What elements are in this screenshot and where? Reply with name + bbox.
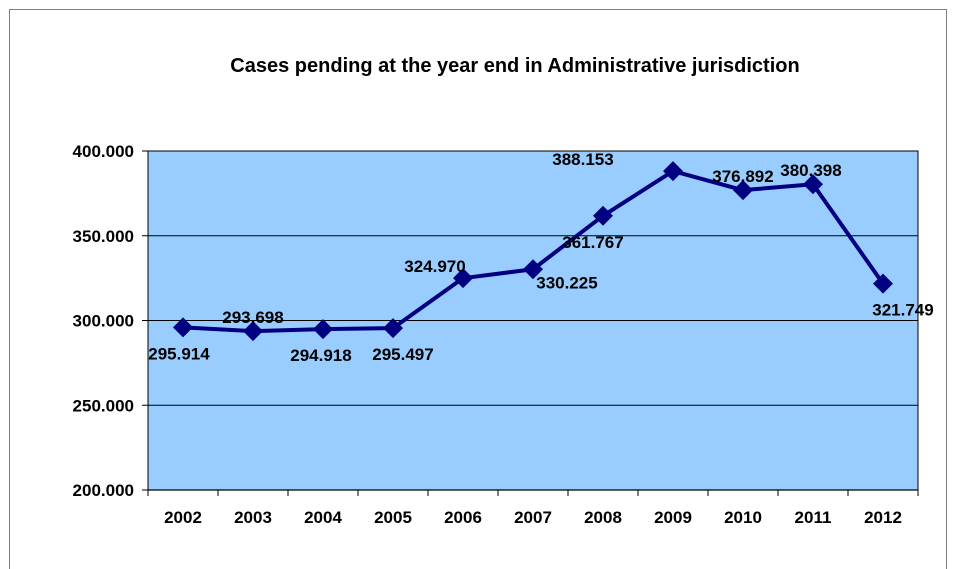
data-point: [523, 259, 543, 280]
x-tick-label: 2008: [584, 508, 622, 527]
data-label: 380.398: [780, 161, 841, 180]
x-tick-label: 2002: [164, 508, 202, 527]
y-tick-label: 250.000: [73, 396, 134, 415]
data-label: 295.497: [372, 345, 433, 364]
data-label: 388.153: [552, 150, 613, 169]
data-label: 361.767: [562, 233, 623, 252]
data-labels: 295.914 293.698 294.918 295.497 324.970 330.2…: [148, 150, 933, 365]
data-label: 376.892: [712, 167, 773, 186]
x-tick-label: 2011: [795, 508, 832, 527]
data-point: [733, 180, 753, 201]
x-tick-label: 2012: [864, 508, 902, 527]
data-point: [383, 318, 403, 339]
data-label: 294.918: [290, 346, 351, 365]
data-point: [453, 268, 473, 289]
data-label: 330.225: [536, 273, 597, 292]
y-tick-label: 400.000: [73, 142, 134, 161]
data-point: [873, 273, 893, 294]
series: [173, 161, 893, 342]
x-tick-label: 2009: [654, 508, 692, 527]
data-label: 293.698: [222, 308, 283, 327]
chart-title: Cases pending at the year end in Adminis…: [230, 55, 799, 77]
data-point: [243, 321, 263, 342]
x-tick-label: 2007: [514, 508, 552, 527]
y-tick-label: 350.000: [73, 227, 134, 246]
data-label: 321.749: [872, 301, 933, 320]
x-tick-label: 2005: [374, 508, 412, 527]
data-point: [663, 161, 683, 182]
data-label: 295.914: [148, 344, 210, 363]
data-point: [173, 317, 193, 338]
x-tick-label: 2004: [304, 508, 342, 527]
data-point: [803, 174, 823, 195]
y-axis: 200.000 250.000 300.000 350.000 400.000: [73, 142, 149, 500]
data-point: [313, 319, 333, 340]
data-point: [593, 205, 613, 226]
x-axis: 2002 2003 2004 2005 2006 2007 2008 2009 2010 2011…: [147, 489, 919, 527]
y-tick-label: 200.000: [73, 481, 134, 500]
x-tick-label: 2010: [724, 508, 762, 527]
x-tick-label: 2006: [444, 508, 482, 527]
data-label: 324.970: [404, 257, 465, 276]
chart-frame: [9, 9, 947, 569]
y-tick-label: 300.000: [73, 312, 134, 331]
x-tick-label: 2003: [234, 508, 272, 527]
